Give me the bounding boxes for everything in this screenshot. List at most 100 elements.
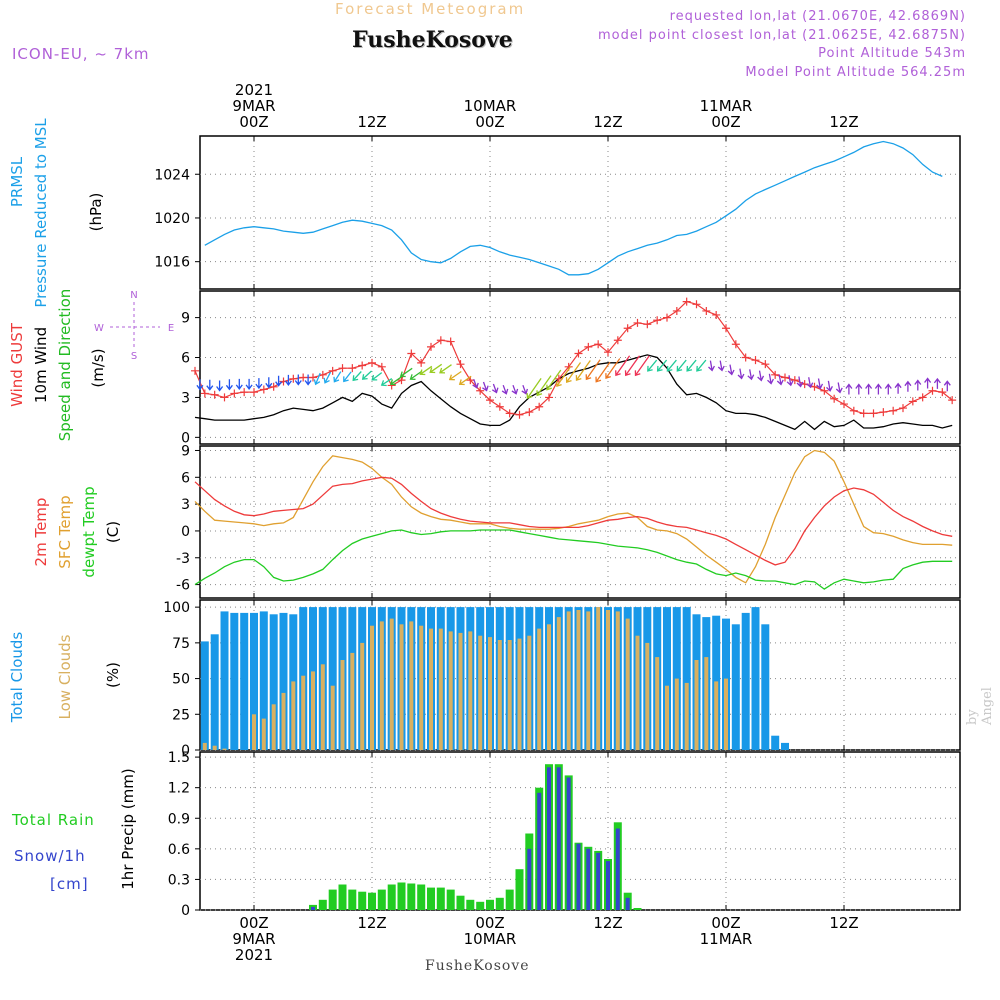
- wind-gust-marker: [781, 373, 789, 382]
- snow-bar: [625, 897, 630, 910]
- wind-direction-arrow: [686, 359, 697, 372]
- top-time-label: 9MAR: [232, 97, 275, 115]
- low-clouds-bar: [419, 625, 424, 750]
- total-clouds-bar: [279, 612, 288, 750]
- wind-direction-arrow: [216, 380, 224, 392]
- wind-direction-arrow: [546, 369, 562, 391]
- low-clouds-bar: [409, 621, 414, 750]
- wind-direction-arrow: [323, 371, 332, 384]
- wind-direction-arrow: [521, 384, 529, 395]
- wind-gust-marker: [672, 306, 681, 315]
- low-clouds-bar: [468, 631, 473, 750]
- wind-direction-arrow: [914, 379, 922, 391]
- wind-gust-marker: [702, 306, 711, 315]
- wind-direction-arrow: [343, 371, 352, 383]
- panel-frame: [199, 445, 961, 599]
- wind-gust-marker: [682, 297, 691, 306]
- label-sfc-temp: SFC Temp: [56, 495, 74, 568]
- temp-sfc-line: [194, 449, 953, 584]
- rain-bar: [368, 892, 376, 910]
- low-clouds-bar: [596, 607, 601, 750]
- label-hpa: (hPa): [87, 193, 105, 232]
- compass-e: E: [168, 323, 174, 334]
- total-clouds-bar: [751, 607, 760, 750]
- wind-gust-marker: [495, 402, 504, 411]
- rain-bar: [476, 901, 485, 910]
- wind-direction-arrow: [196, 379, 204, 391]
- snow-bar: [606, 861, 610, 910]
- total-clouds-bar: [672, 607, 681, 750]
- rain-bar: [387, 884, 396, 910]
- low-clouds-bar: [291, 681, 296, 750]
- wind-direction-arrow: [255, 378, 263, 390]
- total-clouds-bar: [250, 612, 258, 750]
- point-altitude: Point Altitude 543m: [818, 46, 966, 61]
- snow-bar: [576, 843, 581, 910]
- low-clouds-bar: [252, 714, 256, 750]
- wind-direction-arrow: [245, 378, 253, 390]
- y-tick-label: -6: [176, 578, 190, 594]
- wind-gust-marker: [348, 364, 357, 373]
- wind-gust-marker: [918, 393, 927, 402]
- wind-gust-marker: [594, 340, 603, 349]
- wind-gust-marker: [584, 342, 593, 351]
- wind-direction-arrow: [767, 373, 774, 385]
- low-clouds-bar: [694, 660, 699, 750]
- wind-direction-arrow: [472, 378, 479, 389]
- wind-gust-marker: [240, 388, 249, 397]
- bottom-time-label: 10MAR: [464, 930, 517, 948]
- wind-direction-arrow: [717, 360, 725, 372]
- wind-gust-marker: [879, 408, 888, 417]
- wind-gust-marker: [545, 393, 553, 402]
- wind-gust-marker: [692, 300, 701, 309]
- wind-direction-arrow: [796, 376, 804, 388]
- wind-direction-arrow: [656, 359, 668, 372]
- y-tick-label: 3: [181, 497, 190, 513]
- wind-gust-marker: [849, 406, 858, 415]
- wind-direction-arrow: [826, 380, 833, 392]
- low-clouds-bar: [665, 685, 669, 750]
- bottom-time-label: 12Z: [593, 914, 622, 932]
- y-tick-label: 1.5: [168, 750, 190, 766]
- low-clouds-bar: [340, 660, 345, 750]
- wind-direction-arrow: [904, 380, 912, 392]
- wind-direction-arrow: [565, 362, 582, 383]
- snow-bar: [566, 777, 571, 910]
- wind-direction-arrow: [482, 381, 489, 392]
- label-prmsl: PRMSL: [8, 156, 26, 207]
- bottom-time-label: 00Z: [711, 914, 740, 932]
- wind-gust-marker: [535, 402, 544, 411]
- wind-direction-arrow: [884, 383, 892, 395]
- rain-bar: [515, 869, 524, 910]
- wind-direction-arrow: [708, 360, 715, 372]
- panel-frame: [199, 290, 961, 445]
- low-clouds-bar: [556, 617, 561, 750]
- bottom-time-label: 00Z: [239, 914, 268, 932]
- wind-gust-marker: [505, 409, 514, 418]
- wind-direction-arrow: [894, 382, 902, 394]
- footer-location: FusheKosove: [425, 958, 530, 974]
- wind-direction-arrow: [747, 369, 755, 381]
- low-clouds-bar: [222, 748, 227, 750]
- y-tick-label: 9: [181, 443, 190, 459]
- wind-gust-marker: [712, 310, 721, 319]
- wind-gust-marker: [663, 313, 671, 322]
- wind-direction-arrow: [666, 359, 677, 372]
- wind-gust-marker: [604, 348, 612, 357]
- snow-bar: [537, 792, 542, 910]
- y-tick-label: 0: [181, 430, 190, 446]
- top-time-label: 00Z: [475, 113, 504, 131]
- label-speed-direction: Speed and Direction: [56, 289, 74, 442]
- wind-gust-marker: [250, 388, 258, 397]
- wind-direction-arrow: [235, 378, 243, 390]
- low-clouds-bar: [271, 704, 276, 750]
- rain-bar: [407, 883, 416, 910]
- wind-gust-marker: [859, 409, 868, 418]
- wind-direction-arrow: [536, 375, 552, 397]
- total-clouds-bar: [259, 611, 268, 750]
- y-tick-label: -3: [176, 551, 190, 567]
- rain-bar: [495, 897, 504, 910]
- rain-bar: [486, 899, 494, 910]
- total-clouds-bar: [230, 612, 239, 750]
- wind-gust-marker: [731, 340, 740, 349]
